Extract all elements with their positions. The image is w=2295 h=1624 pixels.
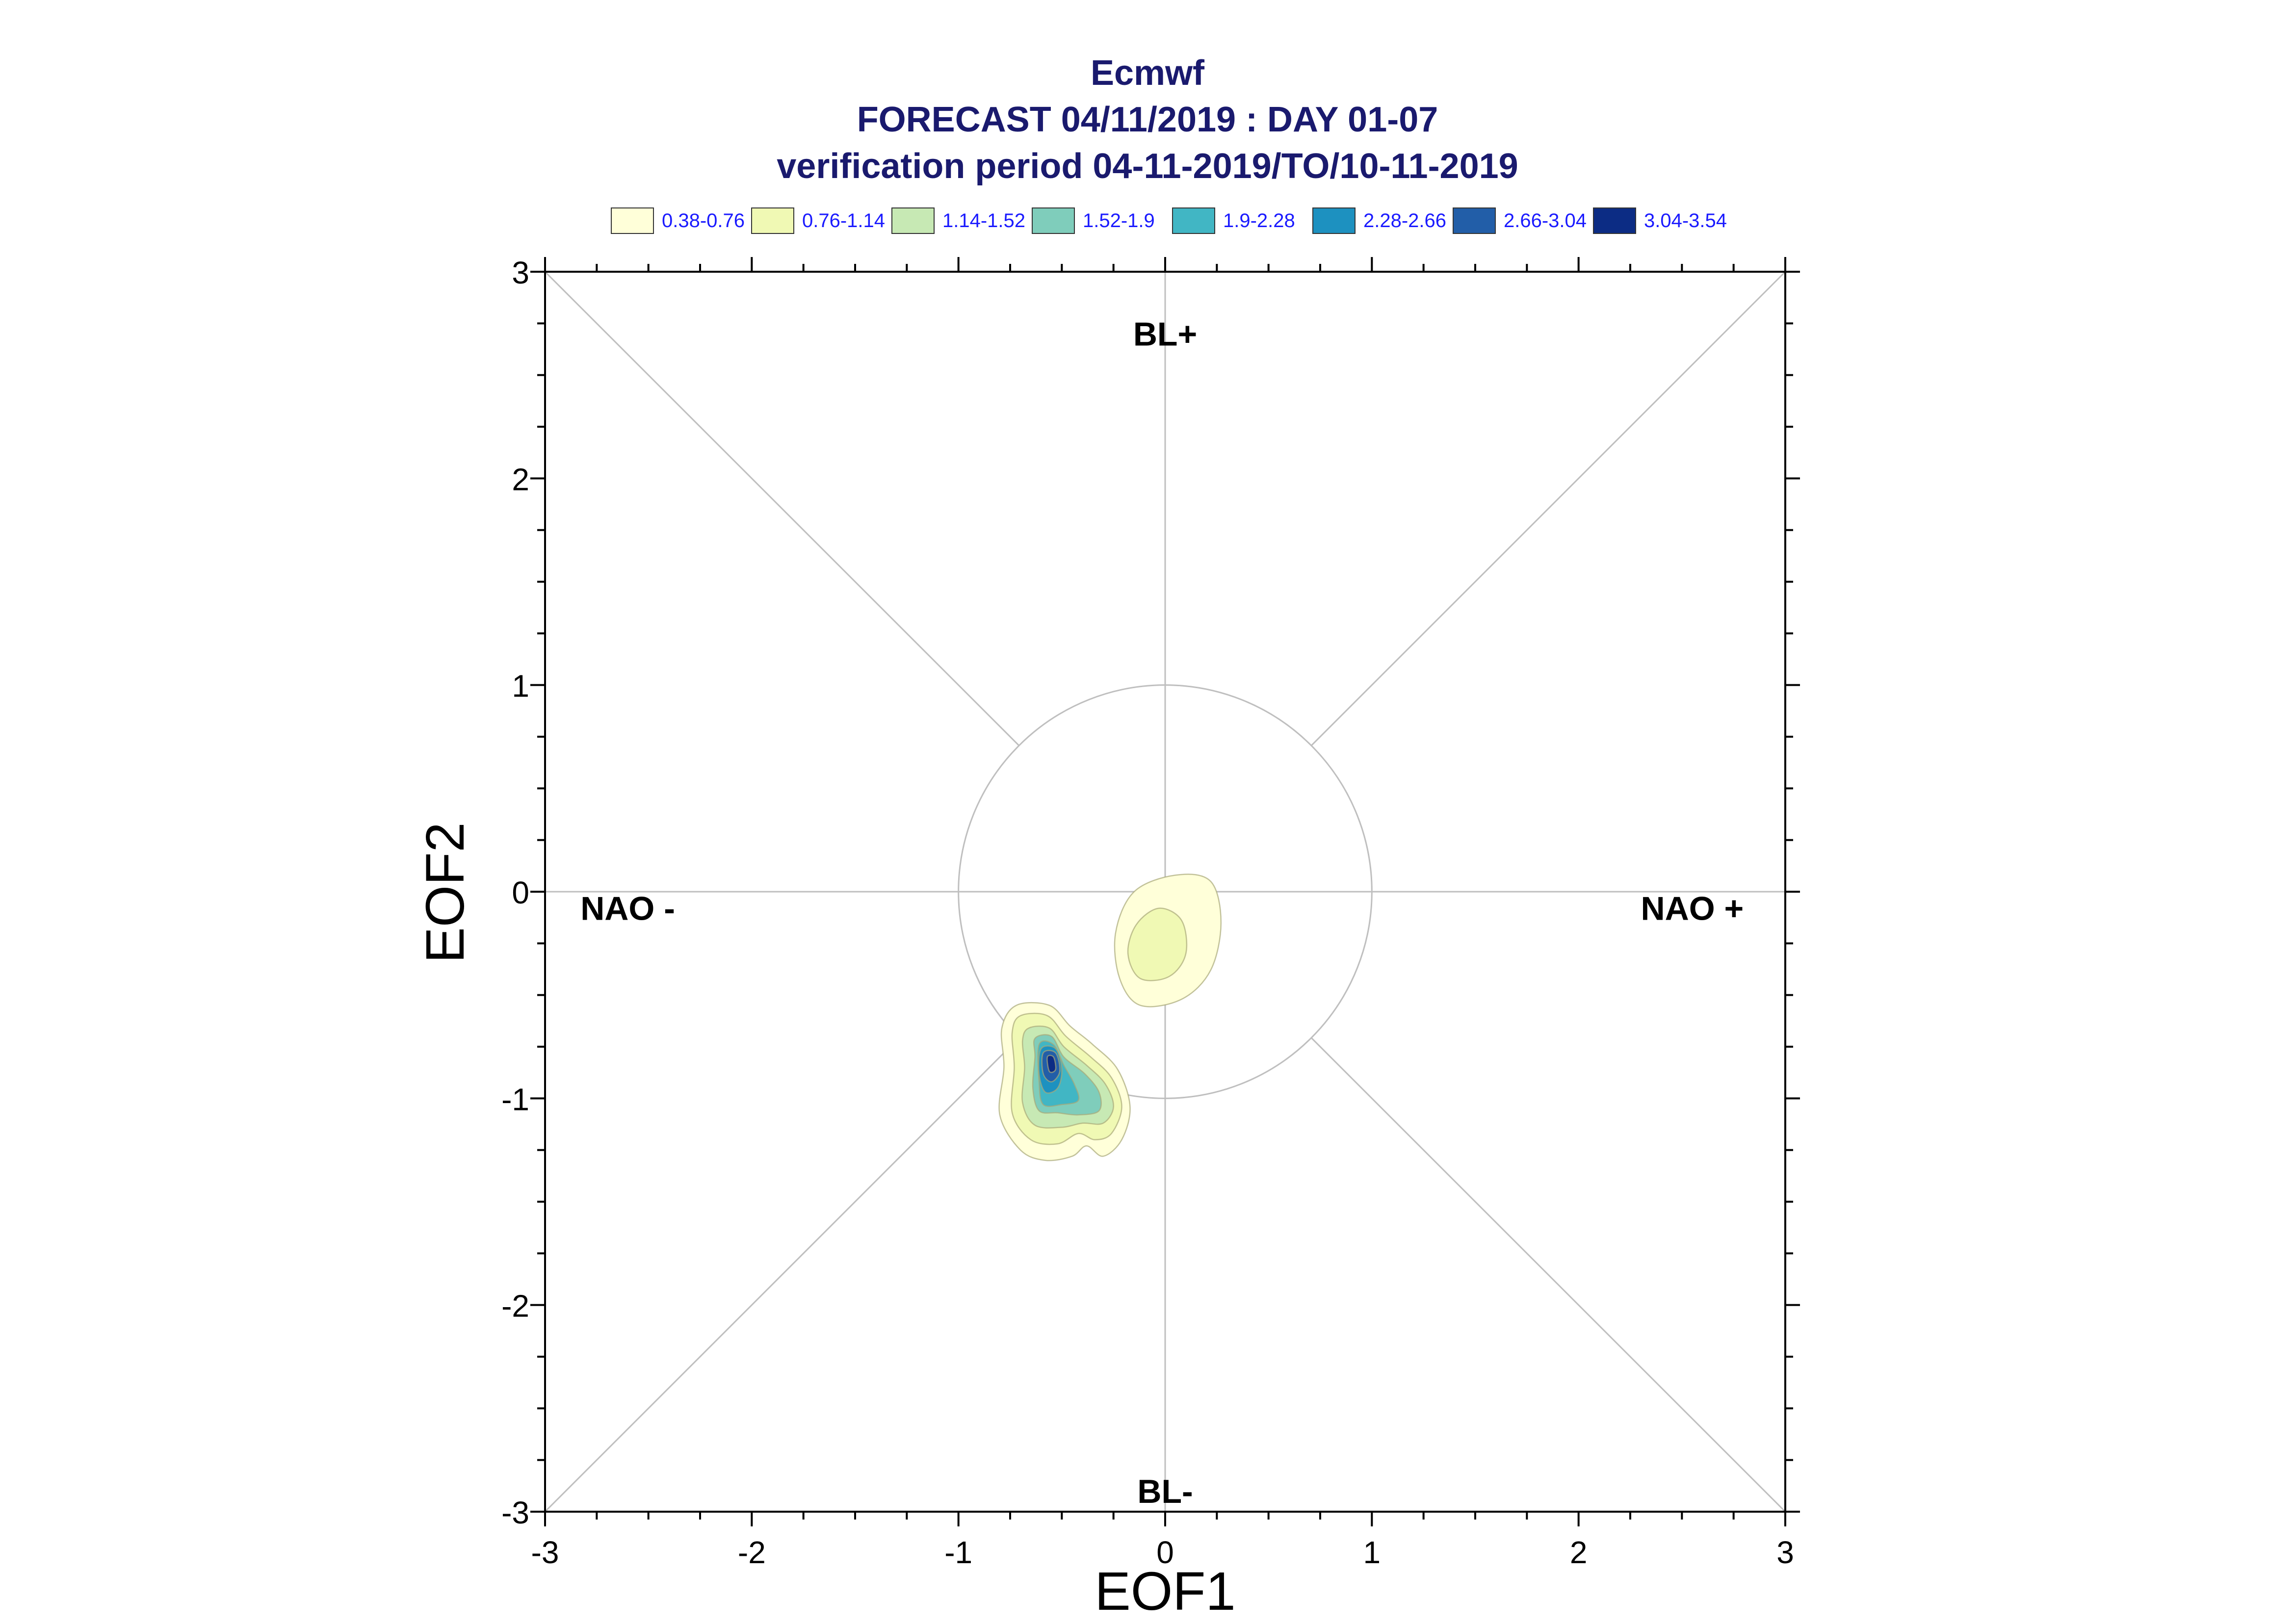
diagonal-guide-line: [1310, 1037, 1786, 1513]
legend-label: 1.52-1.9: [1083, 210, 1155, 232]
x-tick-label: 1: [1363, 1535, 1381, 1570]
legend-swatch: [751, 207, 794, 234]
y-axis-label: EOF2: [415, 822, 475, 963]
chart-title: Ecmwf: [1090, 53, 1205, 93]
x-tick-label: 2: [1570, 1535, 1588, 1570]
regime-labels: BL+ BL- NAO - NAO +: [580, 315, 1744, 1510]
legend-swatch: [611, 207, 654, 234]
regime-label: BL-: [1137, 1473, 1193, 1510]
legend-swatch: [1172, 207, 1215, 234]
x-tick-label: -1: [944, 1535, 972, 1570]
x-tick-label: 0: [1156, 1535, 1174, 1570]
y-tick-label: 2: [512, 462, 529, 497]
contour-level-1: [1127, 907, 1188, 981]
regime-label: BL+: [1133, 315, 1197, 353]
density-contours: [998, 874, 1222, 1161]
diagonal-guide-line: [1310, 271, 1786, 747]
y-tick-label: 1: [512, 669, 529, 704]
diagonal-guide-line: [544, 1037, 1020, 1513]
regime-label: NAO +: [1641, 890, 1744, 928]
y-tick-label: -2: [501, 1289, 529, 1324]
legend-label: 1.9-2.28: [1223, 210, 1295, 232]
legend-swatch: [1453, 207, 1496, 234]
x-axis-label: EOF1: [1095, 1561, 1235, 1622]
chart-subtitle-verification: verification period 04-11-2019/TO/10-11-…: [777, 147, 1518, 186]
legend-label: 3.04-3.54: [1644, 210, 1727, 232]
axes: -3 -2 -1 0 1 2 3 3 2 1 0 -1 -2 -3: [501, 255, 1800, 1570]
y-tick-label: 3: [512, 255, 529, 290]
legend-swatch: [891, 207, 935, 234]
x-tick-label: 3: [1776, 1535, 1794, 1570]
chart-subtitle-forecast: FORECAST 04/11/2019 : DAY 01-07: [857, 100, 1438, 139]
diagonal-guide-line: [544, 271, 1020, 747]
legend-label: 0.76-1.14: [802, 210, 886, 232]
legend-label: 2.28-2.66: [1363, 210, 1447, 232]
upper-blob: [1114, 874, 1222, 1007]
y-tick-label: 0: [512, 875, 529, 910]
lower-blob: [998, 1002, 1131, 1161]
y-tick-label: -3: [501, 1495, 529, 1530]
x-tick-label: -2: [738, 1535, 766, 1570]
legend-label: 2.66-3.04: [1504, 210, 1587, 232]
reference-circle: [958, 684, 1373, 1099]
x-tick-label: -3: [531, 1535, 559, 1570]
legend-swatch: [1593, 207, 1636, 234]
legend-swatch: [1032, 207, 1075, 234]
regime-label: NAO -: [580, 890, 675, 928]
legend-label: 1.14-1.52: [942, 210, 1026, 232]
contour-level-7: [1046, 1055, 1057, 1073]
y-tick-label: -1: [501, 1082, 529, 1117]
legend-label: 0.38-0.76: [662, 210, 745, 232]
legend-swatch: [1312, 207, 1356, 234]
